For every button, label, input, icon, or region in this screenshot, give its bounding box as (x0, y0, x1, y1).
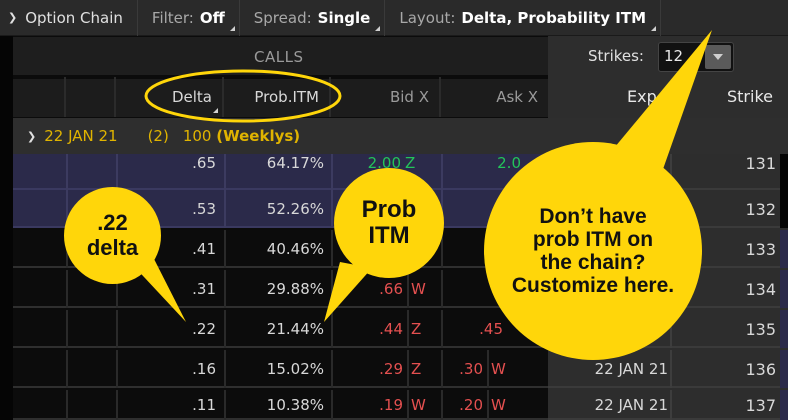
ask-cell[interactable]: 2.0 (497, 154, 521, 172)
sort-corner-icon (213, 108, 218, 113)
delta-header-label: Delta (171, 88, 212, 106)
bid-exchange-cell: Z (411, 320, 422, 338)
filter-label: Filter: (151, 8, 194, 27)
table-row[interactable]: .16 15.02% .29 Z .30 W (13, 350, 548, 388)
column-header-blank-1[interactable] (13, 77, 66, 117)
delta-cell: .31 (192, 280, 216, 298)
ask-exchange-cell: W (491, 360, 506, 378)
option-chain-title: Option Chain (25, 8, 123, 27)
strike-row[interactable]: 22 JAN 21 136 (548, 350, 788, 388)
filter-dropdown[interactable]: Filter: Off (138, 0, 240, 36)
strike-cell: 137 (745, 395, 776, 415)
column-header-delta[interactable]: Delta (116, 77, 224, 117)
prob-itm-cell: 21.44% (266, 320, 324, 338)
strike-cell: 136 (745, 359, 776, 379)
delta-cell: .11 (192, 396, 216, 414)
bid-cell[interactable]: .29 (379, 360, 403, 378)
column-header-strike[interactable]: Strike (727, 87, 773, 106)
strike-cell: 133 (745, 239, 776, 259)
ask-exchange-cell: W (491, 396, 506, 414)
strike-row[interactable]: 22 JAN 21 137 (548, 390, 788, 420)
group-count: (2) (147, 127, 169, 145)
option-chain-collapse-button[interactable]: ❯ Option Chain (0, 0, 138, 36)
strike-cell: 135 (745, 319, 776, 339)
exp-cell: 22 JAN 21 (594, 360, 668, 378)
ask-cell[interactable]: .30 (459, 360, 483, 378)
bid-exchange-cell: Z (405, 154, 416, 172)
bid-exchange-cell: W (411, 280, 426, 298)
delta-cell: .65 (192, 154, 216, 172)
delta-cell: .53 (192, 200, 216, 218)
bid-exchange-cell: Z (411, 360, 422, 378)
strikes-dropdown-button[interactable] (705, 45, 731, 69)
customize-callout: Don’t have prob ITM on the chain? Custom… (484, 142, 702, 360)
ask-cell[interactable]: .20 (459, 396, 483, 414)
delta-callout: .22 delta (64, 187, 161, 284)
prob-itm-cell: 29.88% (266, 280, 324, 298)
spread-label: Spread: (253, 8, 312, 27)
bid-cell[interactable]: .66 (379, 280, 403, 298)
table-row[interactable]: .22 21.44% .44 Z .45 (13, 310, 548, 348)
column-header-ask[interactable]: Ask X (441, 77, 548, 117)
exp-cell: 22 JAN 21 (594, 396, 668, 414)
chevron-down-icon: ❯ (27, 129, 37, 143)
bid-cell[interactable]: 2.00 (367, 154, 401, 172)
strikes-value: 12 (664, 47, 684, 65)
expiration-group-row[interactable]: ❯ 22 JAN 21 (2) 100 (Weeklys) (13, 118, 788, 154)
chevron-down-icon: ❯ (8, 11, 18, 24)
prob-itm-cell: 10.38% (266, 396, 324, 414)
group-type: 100 (Weeklys) (182, 127, 301, 145)
delta-cell: .22 (192, 320, 216, 338)
ask-header-label: Ask X (496, 88, 538, 106)
layout-dropdown[interactable]: Layout: Delta, Probability ITM (385, 0, 661, 36)
layout-label: Layout: (399, 8, 456, 27)
option-chain-toolbar: ❯ Option Chain Filter: Off Spread: Singl… (0, 0, 788, 36)
dropdown-corner-icon (229, 25, 235, 31)
table-row[interactable]: .65 64.17% 2.00 Z 2.0 (13, 154, 548, 192)
spread-dropdown[interactable]: Spread: Single (240, 0, 386, 36)
strike-cell: 132 (745, 199, 776, 219)
calls-label: CALLS (254, 48, 304, 66)
bid-exchange-cell: W (411, 396, 426, 414)
dropdown-corner-icon (375, 25, 381, 31)
spread-value: Single (317, 8, 371, 27)
column-header-exp[interactable]: Exp (627, 87, 657, 106)
prob-itm-cell: 15.02% (266, 360, 324, 378)
calls-section-header (13, 37, 548, 75)
prob-itm-cell: 52.26% (266, 200, 324, 218)
column-header-bid[interactable]: Bid X (331, 77, 441, 117)
delta-cell: .16 (192, 360, 216, 378)
prob-itm-callout: Prob ITM (334, 168, 444, 278)
prob-itm-cell: 40.46% (266, 240, 324, 258)
strike-cell: 131 (745, 154, 776, 173)
delta-cell: .41 (192, 240, 216, 258)
strike-cell: 134 (745, 279, 776, 299)
bid-cell[interactable]: .19 (379, 396, 403, 414)
column-header-blank-2[interactable] (66, 77, 116, 117)
strike-row[interactable]: 135 (548, 310, 788, 348)
left-gutter (0, 36, 13, 420)
group-date: 22 JAN 21 (44, 127, 118, 145)
layout-value: Delta, Probability ITM (461, 8, 646, 27)
prob-itm-cell: 64.17% (266, 154, 324, 172)
bid-cell[interactable]: .44 (379, 320, 403, 338)
table-row[interactable]: .11 10.38% .19 W .20 W (13, 390, 548, 420)
column-header-prob-itm[interactable]: Prob.ITM (224, 77, 331, 117)
prob-itm-header-label: Prob.ITM (254, 88, 319, 106)
bid-header-label: Bid X (389, 88, 429, 106)
dropdown-corner-icon (651, 25, 656, 31)
filter-value: Off (199, 8, 225, 27)
strikes-label: Strikes: (588, 47, 644, 65)
ask-cell[interactable]: .45 (479, 320, 503, 338)
